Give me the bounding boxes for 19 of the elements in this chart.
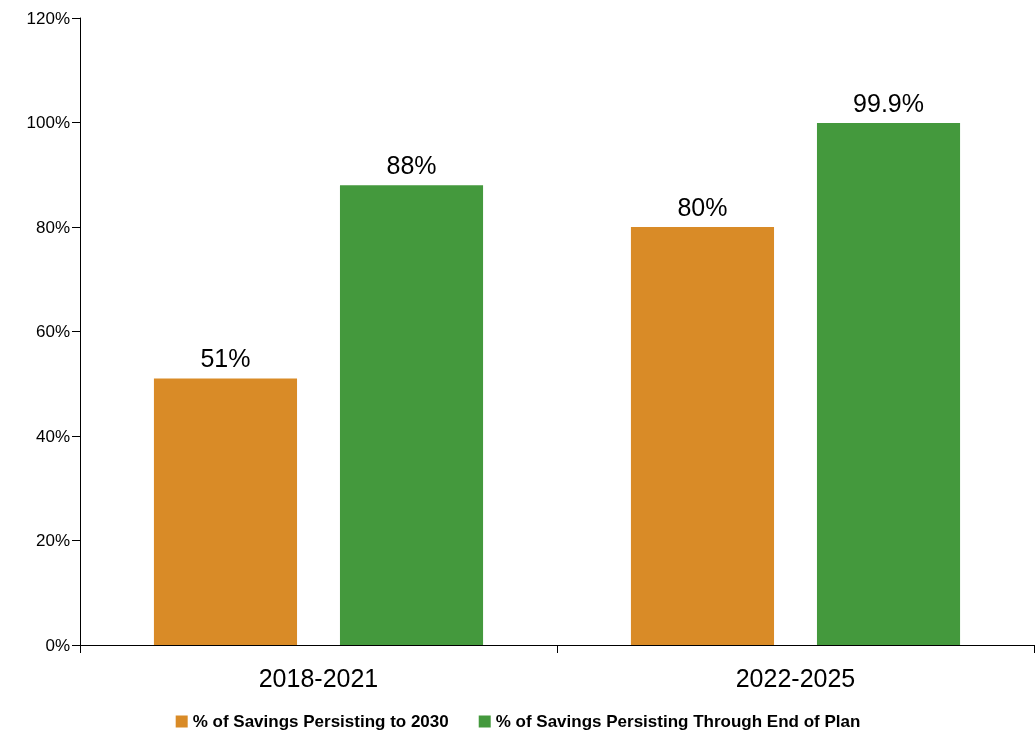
data-label: 80% [677,192,728,221]
bar [816,123,961,645]
y-tick-label: 120% [26,8,70,28]
y-tick-label: 80% [35,217,70,237]
x-tick-label: 2018-2021 [258,663,379,692]
bar [630,227,775,645]
bar [339,185,484,645]
y-tick-label: 20% [35,531,70,550]
y-tick-label: 0% [45,635,70,655]
x-tick-label: 2022-2025 [735,663,856,692]
data-label: 88% [386,150,437,179]
bar [153,378,298,645]
legend-label: % of Savings Persisting Through End of Plan [495,712,861,731]
data-label: 99.9% [853,88,924,117]
y-tick-label: 40% [35,426,70,446]
legend-label: % of Savings Persisting to 2030 [192,712,449,731]
y-tick-label: 60% [35,322,70,341]
data-label: 51% [200,344,251,373]
y-tick-label: 100% [26,113,70,132]
